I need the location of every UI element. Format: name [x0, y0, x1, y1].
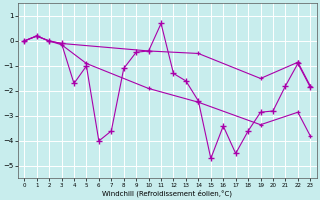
- X-axis label: Windchill (Refroidissement éolien,°C): Windchill (Refroidissement éolien,°C): [102, 189, 232, 197]
